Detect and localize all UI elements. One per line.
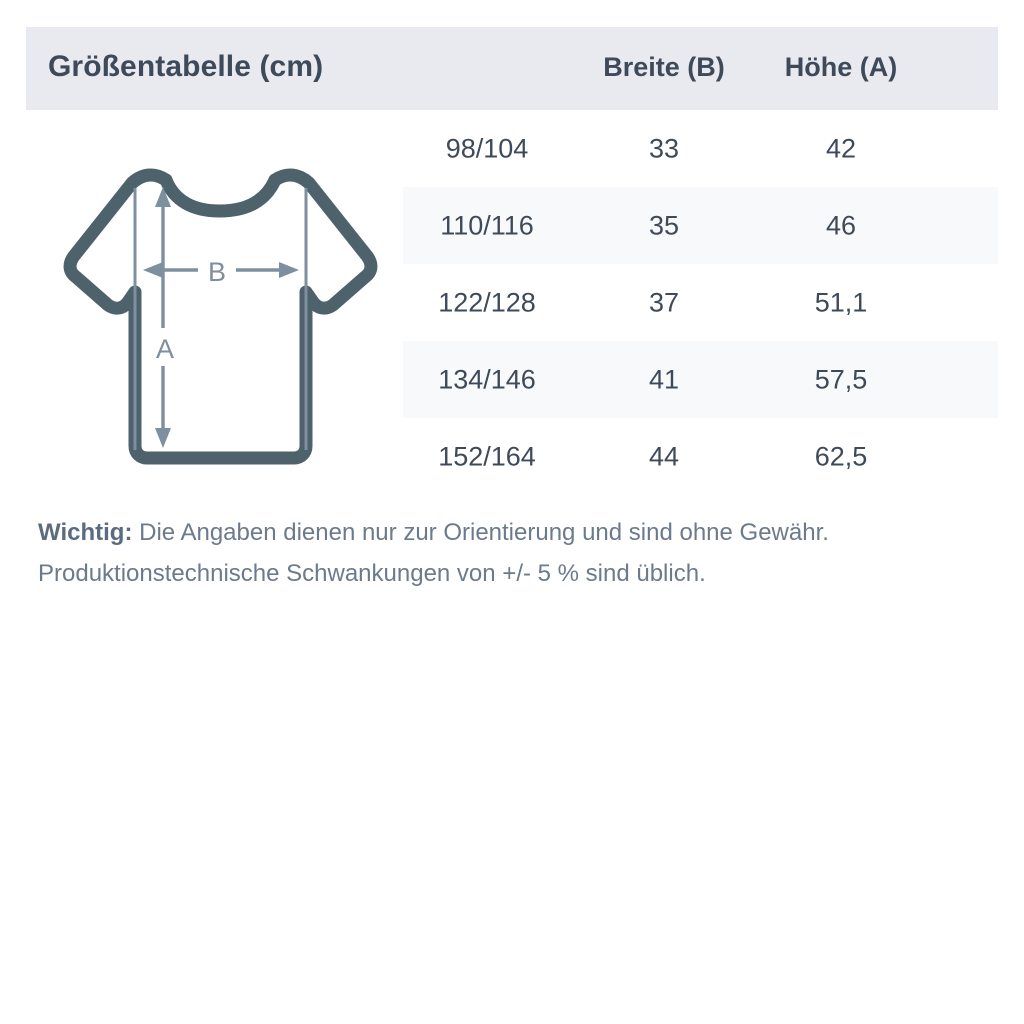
cell-width: 35 bbox=[648, 210, 680, 240]
cell-height: 57,5 bbox=[814, 364, 868, 394]
table-row[interactable]: 98/104 33 42 bbox=[403, 110, 998, 187]
cell-width: 41 bbox=[648, 364, 680, 394]
size-table-body: 98/104 33 42 110/116 35 46 122/128 37 51… bbox=[403, 110, 998, 495]
table-row[interactable]: 134/146 41 57,5 bbox=[403, 341, 998, 418]
cell-size: 152/164 bbox=[438, 441, 536, 471]
column-header-height: Höhe (A) bbox=[784, 52, 898, 82]
cell-height: 62,5 bbox=[814, 441, 868, 471]
page-title: Größentabelle (cm) bbox=[48, 50, 324, 83]
tshirt-outline-icon bbox=[63, 168, 378, 465]
label-width-b: B bbox=[208, 257, 226, 287]
column-header-width: Breite (B) bbox=[603, 52, 725, 82]
height-arrow-a bbox=[155, 187, 171, 448]
cell-width: 37 bbox=[648, 287, 680, 317]
cell-size: 134/146 bbox=[438, 364, 536, 394]
measurement-arrows bbox=[133, 187, 308, 450]
disclaimer-line-1: Wichtig: Die Angaben dienen nur zur Orie… bbox=[38, 512, 988, 553]
table-row[interactable]: 152/164 44 62,5 bbox=[403, 418, 998, 495]
table-header-band bbox=[26, 27, 998, 110]
table-row[interactable]: 110/116 35 46 bbox=[403, 187, 998, 264]
cell-width: 44 bbox=[648, 441, 680, 471]
cell-height: 42 bbox=[825, 133, 857, 163]
cell-height: 46 bbox=[825, 210, 857, 240]
cell-size: 98/104 bbox=[445, 133, 529, 163]
disclaimer-note: Wichtig: Die Angaben dienen nur zur Orie… bbox=[38, 512, 988, 595]
disclaimer-line-2: Produktionstechnische Schwankungen von +… bbox=[38, 560, 706, 588]
table-row[interactable]: 122/128 37 51,1 bbox=[403, 264, 998, 341]
disclaimer-label: Wichtig: bbox=[38, 519, 133, 546]
cell-size: 110/116 bbox=[440, 210, 534, 240]
label-height-a: A bbox=[156, 334, 174, 364]
tshirt-diagram: A B bbox=[58, 150, 383, 490]
cell-height: 51,1 bbox=[814, 287, 868, 317]
label-b-backdrop bbox=[198, 252, 236, 290]
label-a-backdrop bbox=[148, 328, 182, 366]
disclaimer-text-1: Die Angaben dienen nur zur Orientierung … bbox=[132, 519, 829, 546]
cell-width: 33 bbox=[648, 133, 680, 163]
cell-size: 122/128 bbox=[438, 287, 536, 317]
